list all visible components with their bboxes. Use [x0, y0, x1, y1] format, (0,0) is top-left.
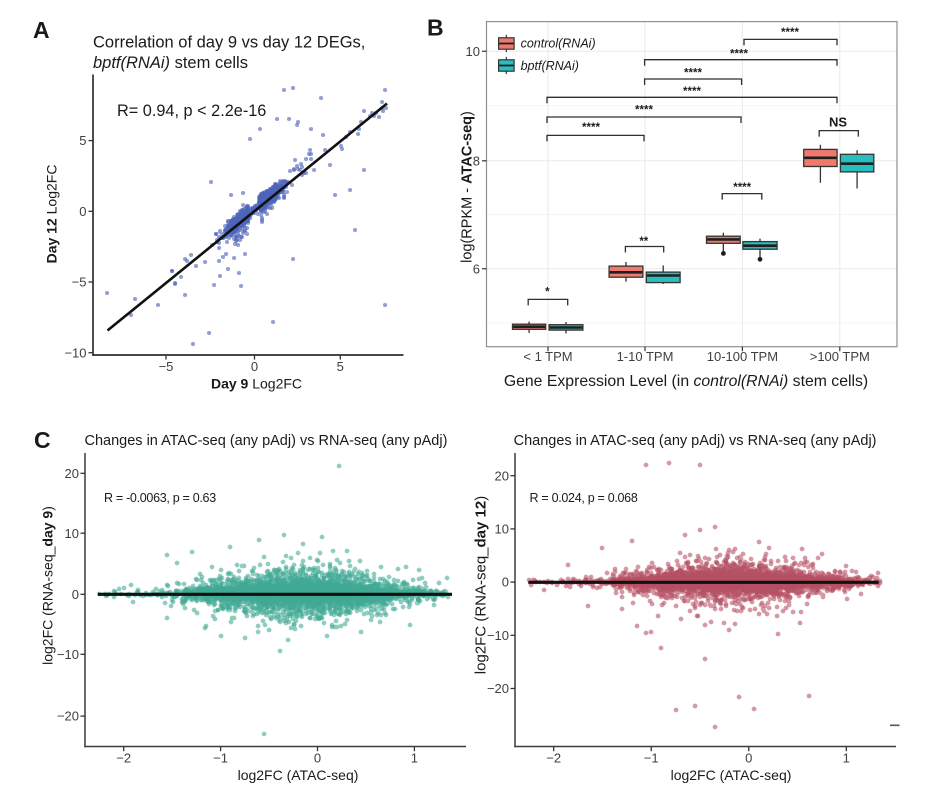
svg-text:−1: −1	[213, 750, 228, 765]
svg-text:**: **	[639, 236, 648, 248]
svg-text:Day 9 Log2FC: Day 9 Log2FC	[211, 376, 302, 392]
svg-text:A: A	[33, 17, 50, 43]
svg-text:1-10 TPM: 1-10 TPM	[617, 349, 674, 364]
svg-text:Day 12 Log2FC: Day 12 Log2FC	[44, 165, 60, 264]
svg-text:< 1 TPM: < 1 TPM	[523, 349, 572, 364]
svg-text:****: ****	[730, 49, 748, 61]
svg-text:1: 1	[411, 750, 418, 765]
svg-text:−2: −2	[116, 750, 131, 765]
svg-text:6: 6	[473, 261, 480, 276]
svg-text:5: 5	[337, 359, 344, 374]
svg-text:0: 0	[251, 359, 258, 374]
svg-text:****: ****	[733, 182, 751, 194]
svg-text:0: 0	[72, 587, 79, 602]
svg-text:bptf(RNAi) stem cells: bptf(RNAi) stem cells	[93, 54, 248, 72]
svg-text:log2FC (RNA-seq_day 9): log2FC (RNA-seq_day 9)	[39, 506, 55, 665]
svg-text:log2FC (ATAC-seq): log2FC (ATAC-seq)	[671, 767, 792, 783]
svg-text:10: 10	[65, 526, 79, 541]
svg-text:10-100 TPM: 10-100 TPM	[707, 349, 778, 364]
svg-text:−20: −20	[487, 681, 509, 696]
svg-text:5: 5	[79, 133, 86, 148]
svg-text:Changes in ATAC-seq (any pAdj): Changes in ATAC-seq (any pAdj) vs RNA-se…	[514, 433, 877, 449]
svg-text:Changes in ATAC-seq (any pAdj): Changes in ATAC-seq (any pAdj) vs RNA-se…	[85, 433, 448, 449]
svg-text:B: B	[427, 15, 444, 41]
svg-text:−20: −20	[57, 709, 79, 724]
svg-text:log2FC (RNA-seq_day 12): log2FC (RNA-seq_day 12)	[473, 496, 490, 674]
svg-text:bptf(RNAi): bptf(RNAi)	[521, 59, 579, 73]
svg-text:8: 8	[473, 153, 480, 168]
svg-text:C: C	[34, 427, 51, 453]
svg-text:*: *	[545, 286, 550, 298]
svg-text:>100 TPM: >100 TPM	[810, 349, 870, 364]
svg-text:0: 0	[314, 750, 321, 765]
svg-text:R = 0.024, p = 0.068: R = 0.024, p = 0.068	[530, 491, 638, 505]
svg-text:Correlation of day 9 vs day 12: Correlation of day 9 vs day 12 DEGs,	[93, 34, 365, 52]
svg-text:log(RPKM - ATAC-seq): log(RPKM - ATAC-seq)	[460, 111, 476, 263]
svg-text:1: 1	[843, 750, 850, 765]
svg-text:****: ****	[684, 67, 702, 79]
svg-text:R = -0.0063, p = 0.63: R = -0.0063, p = 0.63	[104, 491, 216, 505]
svg-text:20: 20	[65, 466, 79, 481]
svg-text:20: 20	[495, 468, 509, 483]
svg-text:Gene Expression Level (in cont: Gene Expression Level (in control(RNAi) …	[504, 373, 868, 390]
svg-text:−5: −5	[72, 275, 87, 290]
svg-text:0: 0	[745, 750, 752, 765]
svg-text:NS: NS	[829, 115, 847, 130]
svg-text:control(RNAi): control(RNAi)	[521, 36, 596, 50]
svg-text:0: 0	[502, 575, 509, 590]
svg-text:****: ****	[683, 86, 701, 98]
svg-text:10: 10	[495, 522, 509, 537]
svg-text:−10: −10	[487, 628, 509, 643]
svg-text:10: 10	[466, 44, 480, 59]
svg-text:−5: −5	[159, 359, 174, 374]
svg-text:0: 0	[79, 204, 86, 219]
svg-text:****: ****	[781, 27, 799, 39]
svg-text:−1: −1	[644, 750, 659, 765]
svg-text:−10: −10	[64, 345, 86, 360]
svg-text:****: ****	[635, 105, 653, 117]
svg-text:log2FC (ATAC-seq): log2FC (ATAC-seq)	[238, 767, 359, 783]
svg-text:R= 0.94, p < 2.2e-16: R= 0.94, p < 2.2e-16	[117, 102, 266, 120]
svg-text:−2: −2	[546, 750, 561, 765]
svg-text:−10: −10	[57, 647, 79, 662]
svg-text:****: ****	[582, 122, 600, 134]
